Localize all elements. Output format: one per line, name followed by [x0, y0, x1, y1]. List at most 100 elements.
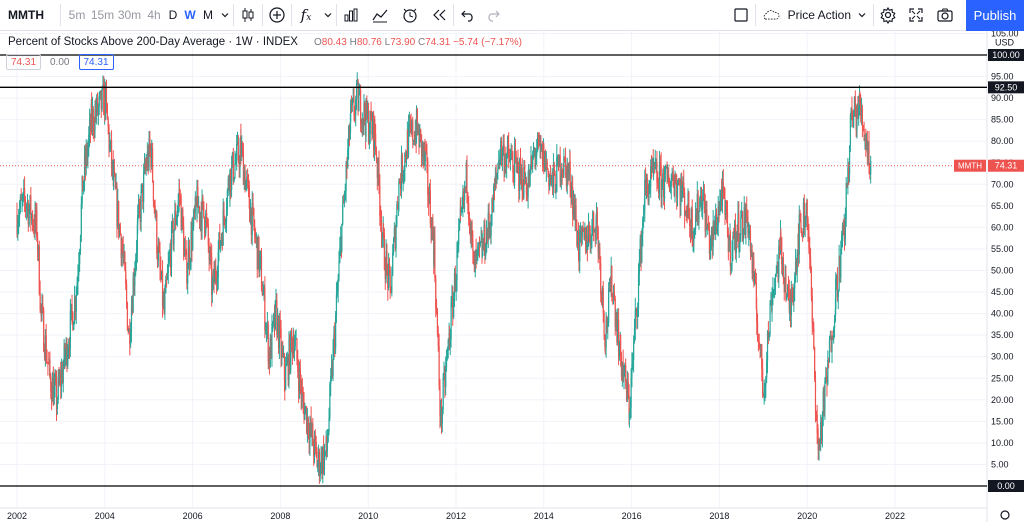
undo-icon[interactable] [454, 0, 482, 31]
candle [775, 272, 777, 275]
candle [46, 361, 48, 363]
candle [257, 236, 259, 270]
candle [817, 440, 819, 451]
candle [440, 406, 443, 424]
interval-5m[interactable]: 5m [68, 8, 86, 22]
publish-button[interactable]: Publish [966, 0, 1024, 31]
layout-menu[interactable]: Price Action [756, 0, 873, 31]
candles-icon[interactable] [234, 0, 262, 31]
candle [870, 160, 872, 175]
candle [347, 149, 349, 168]
candle [206, 212, 208, 220]
candle [175, 218, 178, 225]
candle [298, 371, 300, 392]
redo-icon[interactable] [482, 0, 504, 31]
candle [74, 297, 77, 312]
settings-icon[interactable] [874, 0, 902, 31]
candle [34, 209, 36, 232]
candle [122, 248, 124, 256]
candle [45, 335, 47, 362]
candle [480, 238, 482, 242]
candle [564, 158, 567, 166]
interval-4h[interactable]: 4h [147, 8, 161, 22]
candle [88, 134, 90, 148]
y-tick-label: 90.00 [991, 93, 1014, 103]
candle [631, 364, 633, 378]
candle [857, 108, 859, 119]
candle [332, 347, 334, 376]
candle [351, 99, 353, 106]
candle [867, 141, 869, 153]
candle [493, 186, 495, 213]
series-title[interactable]: Percent of Stocks Above 200-Day Average … [8, 36, 298, 48]
chevron-down-icon[interactable] [320, 0, 336, 31]
interval-m[interactable]: M [203, 8, 213, 22]
candle [435, 277, 437, 310]
candle [218, 232, 220, 252]
candle [802, 235, 804, 237]
candle [359, 90, 361, 95]
chart-settings-icon[interactable] [1000, 510, 1010, 520]
value-box-blue[interactable]: 74.31 [78, 54, 114, 70]
camera-icon[interactable] [930, 0, 960, 31]
candle [756, 308, 758, 323]
candle [544, 151, 547, 170]
candle [295, 338, 297, 340]
candle [627, 381, 629, 395]
candle [133, 277, 135, 286]
candle [630, 377, 632, 408]
candle [733, 223, 736, 238]
candle [632, 359, 634, 365]
price-chart[interactable]: 105.0095.0090.0085.0080.0075.0070.0065.0… [0, 31, 1024, 522]
candle [577, 231, 580, 258]
add-icon[interactable] [263, 0, 291, 31]
candle [650, 166, 652, 187]
price-tag [988, 81, 1024, 94]
candle [623, 373, 625, 380]
toolbar-divider [754, 4, 756, 26]
candle [183, 226, 185, 257]
x-tick-label: 2016 [622, 511, 642, 521]
candle [810, 269, 813, 297]
candle [611, 265, 613, 296]
alert-icon[interactable] [395, 0, 425, 31]
candle [41, 304, 43, 310]
candle [730, 263, 732, 267]
candle [674, 178, 676, 196]
fullscreen-icon[interactable] [902, 0, 930, 31]
fullscreen-toggle-icon[interactable] [727, 0, 755, 31]
candle [385, 251, 387, 280]
interval-w[interactable]: W [184, 8, 196, 22]
candle [598, 248, 600, 253]
value-box-price[interactable]: 74.31 [6, 54, 42, 70]
symbol-search[interactable]: MMTH [8, 8, 44, 22]
candle [137, 202, 140, 215]
candle [414, 130, 416, 144]
candle [145, 163, 148, 168]
candle [337, 278, 339, 291]
candle [803, 202, 805, 228]
chevron-down-icon[interactable] [217, 0, 233, 31]
candle [36, 210, 38, 238]
compare-icon[interactable] [365, 0, 395, 31]
candle [96, 97, 98, 116]
candle [660, 165, 662, 198]
candle [773, 289, 775, 291]
candle [490, 224, 492, 236]
candle [215, 268, 217, 278]
candle [489, 226, 491, 229]
candle [538, 138, 540, 146]
interval-d[interactable]: D [168, 8, 178, 22]
interval-15m[interactable]: 15m [90, 8, 115, 22]
candle [223, 209, 225, 218]
candle [744, 206, 746, 234]
candle [809, 257, 812, 270]
candle [779, 245, 781, 250]
candle [256, 236, 258, 270]
candle [754, 274, 757, 283]
bar-chart-icon[interactable] [337, 0, 365, 31]
replay-icon[interactable] [425, 0, 453, 31]
candle [188, 247, 190, 266]
interval-30m[interactable]: 30m [117, 8, 142, 22]
